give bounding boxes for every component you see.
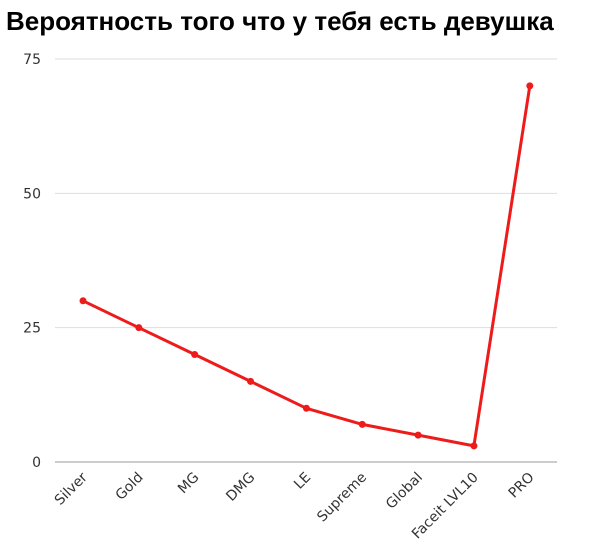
data-point <box>302 404 310 412</box>
data-point <box>414 431 422 439</box>
data-point <box>470 442 478 450</box>
y-tick-label: 50 <box>23 186 41 202</box>
y-tick-label: 75 <box>23 52 41 68</box>
data-point <box>135 324 143 332</box>
x-tick-label: LE <box>291 470 314 493</box>
series-line <box>81 84 532 448</box>
chart-title: Вероятность того что у тебя есть девушка <box>6 6 554 36</box>
data-point <box>247 377 255 385</box>
x-tick-label: Global <box>383 470 426 513</box>
y-tick-label: 0 <box>32 455 41 471</box>
y-tick-label: 25 <box>23 321 41 337</box>
x-tick-label: Gold <box>113 470 147 504</box>
data-point <box>526 82 534 90</box>
data-series <box>79 82 534 450</box>
x-tick-label: DMG <box>223 470 258 505</box>
x-tick-label: Supreme <box>314 470 370 526</box>
x-tick-label: PRO <box>506 470 538 502</box>
x-tick-label: Silver <box>52 469 91 508</box>
data-point <box>191 351 199 359</box>
y-axis-tick-labels: 0 25 50 75 <box>23 52 41 471</box>
x-tick-label: MG <box>175 470 203 498</box>
data-point <box>79 297 87 305</box>
data-point <box>358 420 366 428</box>
